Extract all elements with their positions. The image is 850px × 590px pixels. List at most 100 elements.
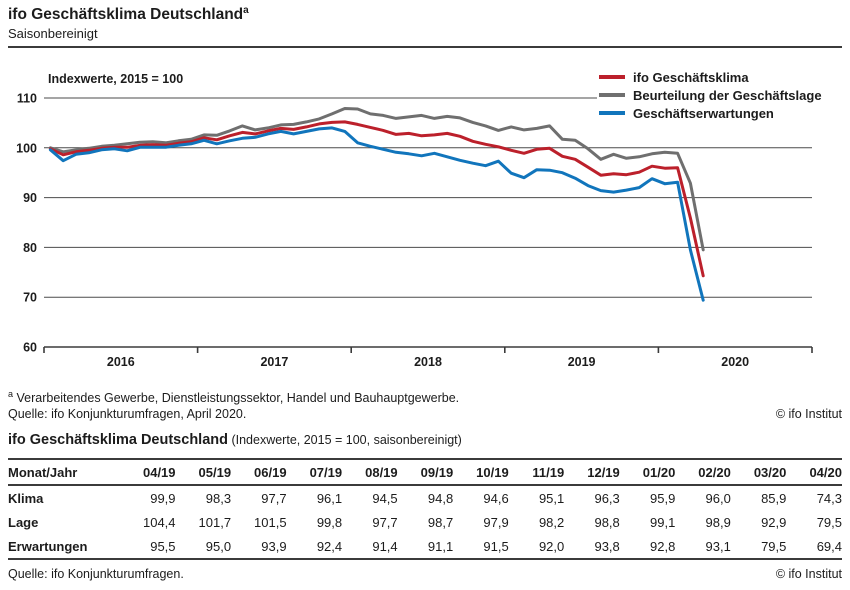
page-title: ifo Geschäftsklima Deutschlanda bbox=[8, 5, 249, 24]
lage-line-swatch-icon bbox=[599, 93, 625, 97]
table-source-row: Quelle: ifo Konjunkturumfragen. © ifo In… bbox=[8, 567, 842, 581]
column-header-11/19: 11/19 bbox=[508, 459, 565, 486]
legend-label-lage: Beurteilung der Geschäftslage bbox=[633, 87, 822, 103]
x-tick-label-2018: 2018 bbox=[414, 355, 442, 369]
series-line-lage bbox=[48, 107, 705, 252]
chart-footnote: a Verarbeitendes Gewerbe, Dienstleistung… bbox=[8, 389, 459, 405]
column-header-04/20: 04/20 bbox=[786, 459, 842, 486]
legend-label-klima: ifo Geschäftsklima bbox=[633, 69, 749, 85]
table-cell: 85,9 bbox=[761, 490, 787, 506]
legend-label-erwartungen: Geschäftserwartungen bbox=[633, 105, 774, 121]
table-cell: 94,5 bbox=[372, 490, 398, 506]
column-header-07/19: 07/19 bbox=[286, 459, 343, 486]
column-header-02/20: 02/20 bbox=[675, 459, 731, 486]
table-cell: 94,8 bbox=[427, 490, 454, 506]
table-cell: 96,1 bbox=[316, 490, 343, 506]
chart-copyright: © ifo Institut bbox=[775, 407, 842, 421]
table-cell: 96,0 bbox=[705, 490, 731, 506]
y-tick-label-100: 100 bbox=[16, 141, 37, 155]
legend-item-erwartungen: Geschäftserwartungen bbox=[599, 104, 822, 122]
page-title-footnote-marker: a bbox=[243, 5, 249, 16]
column-header-06/19: 06/19 bbox=[231, 459, 287, 486]
y-tick-label-90: 90 bbox=[23, 191, 37, 205]
series-line-erwartungen bbox=[48, 126, 705, 302]
table-cell: 101,5 bbox=[254, 514, 287, 530]
legend-item-lage: Beurteilung der Geschäftslage bbox=[599, 86, 822, 104]
table-cell: 96,3 bbox=[594, 490, 620, 506]
series-line-klima bbox=[48, 120, 705, 278]
table-cell: 93,1 bbox=[705, 538, 731, 554]
table-cell: 98,2 bbox=[538, 514, 565, 530]
footnote-marker: a bbox=[8, 389, 14, 399]
chart-canvas: 60 70 80 90 100 110 2016 2017 2018 2019 2020 bbox=[16, 92, 813, 369]
column-header-10/19: 10/19 bbox=[453, 459, 509, 486]
line-chart: 60 70 80 90 100 110 2016 2017 2018 2019 2020 Index… bbox=[0, 58, 850, 388]
x-tick-label-2019: 2019 bbox=[568, 355, 596, 369]
y-tick-label-110: 110 bbox=[17, 92, 37, 106]
index-values-table: Monat/Jahr 04/19 05/19 06/19 07/19 08/19 09/19… bbox=[8, 458, 842, 560]
page-title-text: ifo Geschäftsklima Deutschland bbox=[8, 6, 244, 24]
table-cell: 97,7 bbox=[261, 490, 287, 506]
table-copyright: © ifo Institut bbox=[775, 567, 842, 581]
table-cell: 92,8 bbox=[650, 538, 676, 554]
table-cell: 91,5 bbox=[483, 538, 509, 554]
chart-source-row: Quelle: ifo Konjunkturumfragen, April 20… bbox=[8, 407, 842, 421]
column-header-05/19: 05/19 bbox=[175, 459, 232, 486]
row-label: Klima bbox=[8, 490, 44, 506]
table-cell: 95,0 bbox=[205, 538, 232, 554]
table-cell: 93,9 bbox=[261, 538, 287, 554]
table-cell: 94,6 bbox=[483, 490, 509, 506]
row-label: Lage bbox=[8, 514, 39, 530]
table-cell: 98,9 bbox=[705, 514, 731, 530]
table-row-lage: Lage 104,4 101,7 101,5 99,8 97,7 98,7 97,9 98,2 9… bbox=[8, 510, 842, 534]
table-cell: 98,3 bbox=[205, 490, 232, 506]
table-cell: 92,0 bbox=[538, 538, 565, 554]
x-tick-label-2020: 2020 bbox=[721, 355, 749, 369]
table-source: Quelle: ifo Konjunkturumfragen. bbox=[8, 567, 184, 581]
table-cell: 74,3 bbox=[816, 490, 842, 506]
table-cell: 99,8 bbox=[316, 514, 343, 530]
table-cell: 95,9 bbox=[650, 490, 676, 506]
table-cell: 93,8 bbox=[594, 538, 620, 554]
table-cell: 98,8 bbox=[594, 514, 620, 530]
table-cell: 91,4 bbox=[372, 538, 398, 554]
table-cell: 99,9 bbox=[150, 490, 176, 506]
table-cell: 69,4 bbox=[816, 538, 842, 554]
footnote-text: Verarbeitendes Gewerbe, Dienstleistungss… bbox=[13, 391, 460, 406]
row-label: Erwartungen bbox=[8, 538, 88, 554]
column-header-03/20: 03/20 bbox=[730, 459, 787, 486]
table-cell: 92,4 bbox=[316, 538, 343, 554]
table-cell: 98,7 bbox=[427, 514, 454, 530]
table-header-row: Monat/Jahr 04/19 05/19 06/19 07/19 08/19 09/19… bbox=[8, 459, 842, 486]
chart-source: Quelle: ifo Konjunkturumfragen, April 20… bbox=[8, 407, 247, 421]
table-title: ifo Geschäftsklima Deutschland (Indexwer… bbox=[8, 432, 462, 448]
erwartungen-line-swatch-icon bbox=[599, 111, 625, 115]
table-cell: 101,7 bbox=[198, 514, 232, 530]
page-subtitle: Saisonbereinigt bbox=[8, 26, 98, 41]
table-cell: 97,7 bbox=[372, 514, 398, 530]
x-tick-label-2017: 2017 bbox=[260, 355, 288, 369]
table-row-erwartungen: Erwartungen 95,5 95,0 93,9 92,4 91,4 91,1 91,5 9… bbox=[8, 534, 842, 559]
x-tick-label-2016: 2016 bbox=[107, 355, 135, 369]
y-tick-label-70: 70 bbox=[23, 291, 37, 305]
column-header-08/19: 08/19 bbox=[342, 459, 398, 486]
table-cell: 95,1 bbox=[538, 490, 565, 506]
column-header-04/19: 04/19 bbox=[120, 459, 176, 486]
table-cell: 95,5 bbox=[150, 538, 176, 554]
chart-legend: ifo Geschäftsklima Beurteilung der Gesch… bbox=[597, 66, 822, 124]
table-cell: 97,9 bbox=[483, 514, 509, 530]
column-header-12/19: 12/19 bbox=[564, 459, 620, 486]
table-title-subtitle: (Indexwerte, 2015 = 100, saisonbereinigt… bbox=[227, 433, 462, 447]
y-tick-label-80: 80 bbox=[23, 241, 37, 255]
column-header-09/19: 09/19 bbox=[397, 459, 454, 486]
legend-item-klima: ifo Geschäftsklima bbox=[599, 68, 822, 86]
table-title-text: ifo Geschäftsklima Deutschland bbox=[8, 432, 228, 448]
table-cell: 104,4 bbox=[142, 514, 176, 530]
table-cell: 92,9 bbox=[761, 514, 787, 530]
column-header-01/20: 01/20 bbox=[619, 459, 676, 486]
table-row-klima: Klima 99,9 98,3 97,7 96,1 94,5 94,8 94,6 95,1 96,… bbox=[8, 485, 842, 510]
chart-note: Indexwerte, 2015 = 100 bbox=[48, 72, 184, 86]
table-cell: 91,1 bbox=[427, 538, 454, 554]
column-header-monat-jahr: Monat/Jahr bbox=[8, 459, 120, 486]
